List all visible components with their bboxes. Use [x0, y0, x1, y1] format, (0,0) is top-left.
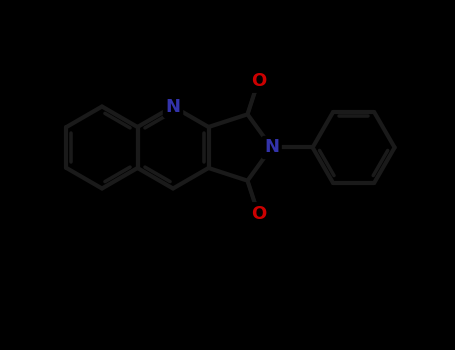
Text: N: N [166, 98, 181, 116]
Text: O: O [251, 72, 266, 90]
Text: N: N [264, 139, 279, 156]
Text: O: O [251, 205, 266, 223]
